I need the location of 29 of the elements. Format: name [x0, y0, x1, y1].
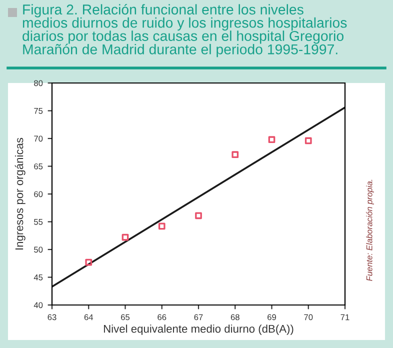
point [268, 136, 276, 144]
x-tick-label: 66 [158, 314, 166, 320]
point [304, 137, 312, 144]
y-tick-label: 80 [34, 80, 43, 86]
chart-title: Figura 2. Relación funcional entre los niveles medios diurnos de ruido y los ingresos hospitalarios diarios por todas las causas en el hospital Gregorio Marañón de Madrid durante el periodo 1995-1997. [22, 4, 347, 58]
y-axis-title: Ingresos por orgánicas [14, 138, 26, 250]
y-tick-label: 55 [34, 219, 43, 225]
point [232, 151, 239, 158]
x-tick-label: 64 [84, 314, 94, 320]
x-tick-label: 69 [268, 314, 276, 320]
point [158, 222, 166, 230]
x-tick-label: 68 [230, 314, 240, 320]
y-tick-label: 60 [34, 191, 43, 198]
source-note: Fuente: Elaboración propia. [366, 180, 374, 281]
x-tick-label: 65 [121, 314, 130, 320]
y-tick-label: 50 [34, 246, 43, 253]
point [122, 234, 129, 241]
point [195, 212, 202, 220]
x-tick-label: 71 [340, 314, 350, 320]
x-tick-label: 67 [194, 314, 203, 320]
y-tick-label: 45 [34, 274, 43, 280]
y-tick-label: 40 [34, 302, 43, 308]
point [85, 258, 92, 266]
x-tick-label: 70 [304, 314, 313, 320]
x-axis-title: Nivel equivalente medio diurno (dB(A)) [104, 324, 294, 335]
y-tick-label: 70 [34, 136, 43, 142]
x-tick-label: 63 [48, 314, 56, 320]
y-tick-label: 65 [34, 163, 43, 170]
y-tick-label: 75 [34, 108, 43, 114]
